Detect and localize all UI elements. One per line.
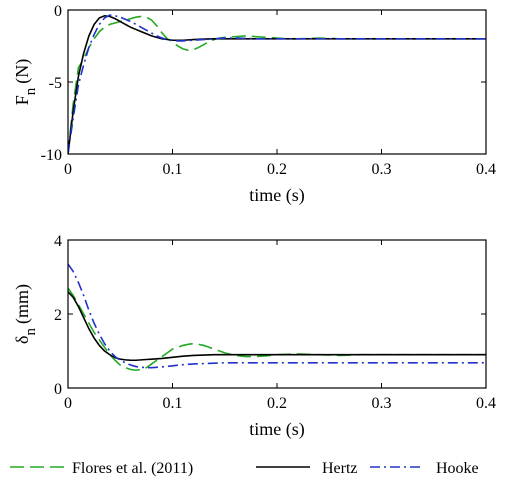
y-axis-symbol: δ xyxy=(12,336,32,344)
y-tick-label: 0 xyxy=(54,3,62,20)
y-tick-label: 0 xyxy=(54,381,62,398)
plot-1: 0 0.1 0.2 0.3 0.4 -10 -5 0 time (s) Fn (N) xyxy=(12,3,496,206)
legend: Flores et al. (2011) Hertz Hooke xyxy=(10,460,479,477)
x-tick-label: 0.2 xyxy=(267,161,287,178)
x-tick-label: 0.1 xyxy=(163,395,183,412)
x-tick-label: 0.4 xyxy=(476,161,496,178)
x-tick-label: 0.4 xyxy=(476,395,496,412)
series-line-hooke xyxy=(68,14,486,154)
plot-2: 0 0.1 0.2 0.3 0.4 0 2 4 time (s) δn (mm) xyxy=(12,233,496,440)
x-tick-label: 0.3 xyxy=(372,161,392,178)
y-axis-subscript: n xyxy=(23,328,39,336)
x-tick-label: 0 xyxy=(64,395,72,412)
axes-box xyxy=(67,9,487,155)
series-line-flores-et-al-2011 xyxy=(68,15,486,154)
series-line-hertz xyxy=(68,14,486,154)
legend-label-1: Flores et al. (2011) xyxy=(72,460,193,477)
series-line-hooke xyxy=(68,263,486,369)
x-axis-title: time (s) xyxy=(249,185,305,206)
x-tick-label: 0.2 xyxy=(267,395,287,412)
x-axis-title: time (s) xyxy=(249,419,305,440)
y-axis-subscript: n xyxy=(23,87,39,95)
x-tick-label: 0.1 xyxy=(163,161,183,178)
y-axis-unit: (N) xyxy=(12,59,33,84)
legend-label-2: Hertz xyxy=(322,460,358,477)
y-axis-title: δn (mm) xyxy=(12,284,39,344)
y-tick-label: 2 xyxy=(54,307,62,324)
series-line-hertz xyxy=(68,291,486,362)
y-tick-label: -10 xyxy=(41,147,62,164)
y-axis-symbol: F xyxy=(12,95,32,105)
y-tick-label: 4 xyxy=(54,233,62,250)
legend-label-3: Hooke xyxy=(436,460,479,477)
x-tick-label: 0 xyxy=(64,161,72,178)
y-axis-unit: (mm) xyxy=(12,284,33,324)
y-axis-title: Fn (N) xyxy=(12,59,39,106)
series-line-flores-et-al-2011 xyxy=(68,287,486,372)
y-tick-label: -5 xyxy=(49,75,62,92)
x-tick-label: 0.3 xyxy=(372,395,392,412)
